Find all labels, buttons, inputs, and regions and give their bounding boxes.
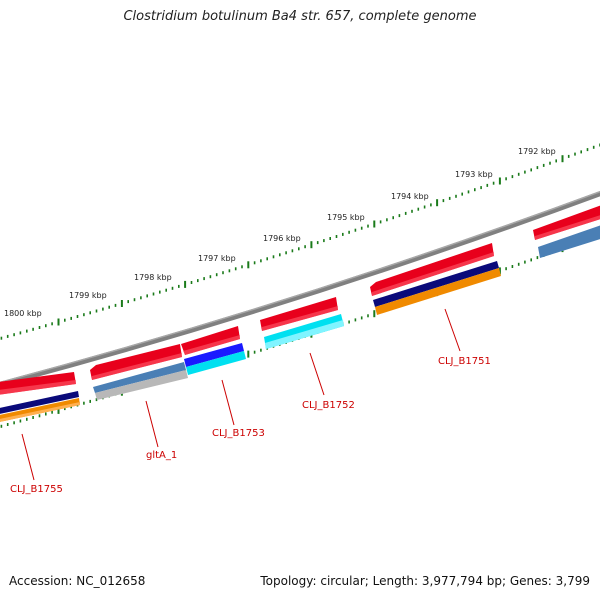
gene-label: gltA_1 xyxy=(146,450,177,461)
feature-band-steelblue xyxy=(93,362,186,393)
leader-line xyxy=(21,433,35,481)
topology-summary-text: Topology: circular; Length: 3,977,794 bp… xyxy=(260,574,590,588)
ruler-label: 1792 kbp xyxy=(518,147,556,156)
label-leaders xyxy=(21,308,461,481)
ruler-labels: 1800 kbp 1799 kbp 1798 kbp 1797 kbp 1796… xyxy=(4,147,556,318)
gene-arrow-shade xyxy=(262,306,338,331)
accession-text: Accession: NC_012658 xyxy=(9,574,146,588)
map-title: Clostridium botulinum Ba4 str. 657, comp… xyxy=(123,9,477,24)
ruler-label: 1799 kbp xyxy=(69,291,107,300)
ruler-label: 1793 kbp xyxy=(455,170,493,179)
feature-band-orange-light xyxy=(0,402,80,422)
gene-right-edge[interactable] xyxy=(533,202,600,258)
gene-arrow-shade xyxy=(183,335,240,355)
feature-band-navy xyxy=(373,261,499,307)
feature-band-silver xyxy=(95,370,188,400)
gene-label: CLJ_B1755 xyxy=(10,484,63,495)
genome-backbone xyxy=(0,191,600,387)
gene-label: CLJ_B1752 xyxy=(302,400,355,411)
gene-clj-b1751[interactable] xyxy=(370,243,501,315)
feature-band-steelblue xyxy=(538,225,600,258)
ruler-label: 1794 kbp xyxy=(391,192,429,201)
ruler-label: 1795 kbp xyxy=(327,213,365,222)
gene-clj-b1755[interactable] xyxy=(0,372,80,424)
ruler-label: 1798 kbp xyxy=(134,273,172,282)
gene-label: CLJ_B1753 xyxy=(212,428,265,439)
gene-arrow-shade xyxy=(372,252,494,296)
feature-band-cyan xyxy=(186,351,246,375)
ruler-label: 1800 kbp xyxy=(4,309,42,318)
feature-band-cyan-light xyxy=(265,320,344,349)
gene-arrow-shade xyxy=(535,215,600,240)
ruler-ticks xyxy=(0,143,600,428)
gene-glta-1[interactable] xyxy=(90,344,188,400)
gene-arrow-shade xyxy=(0,380,76,395)
leader-line xyxy=(309,352,325,396)
genome-backbone-highlight xyxy=(0,190,600,384)
feature-band-orange xyxy=(375,268,501,315)
feature-band-blue xyxy=(184,343,244,367)
gene-clj-b1753[interactable] xyxy=(181,326,246,375)
ruler-label: 1797 kbp xyxy=(198,254,236,263)
leader-line xyxy=(221,379,235,426)
gene-label: CLJ_B1751 xyxy=(438,356,491,367)
leader-line xyxy=(444,308,461,352)
leader-line xyxy=(145,400,159,448)
gene-clj-b1752[interactable] xyxy=(260,297,344,349)
ruler-label: 1796 kbp xyxy=(263,234,301,243)
feature-band-navy xyxy=(0,391,79,414)
gene-arrow-shade xyxy=(92,353,182,380)
gene-labels: CLJ_B1755 gltA_1 CLJ_B1753 CLJ_B1752 CLJ… xyxy=(10,356,491,495)
